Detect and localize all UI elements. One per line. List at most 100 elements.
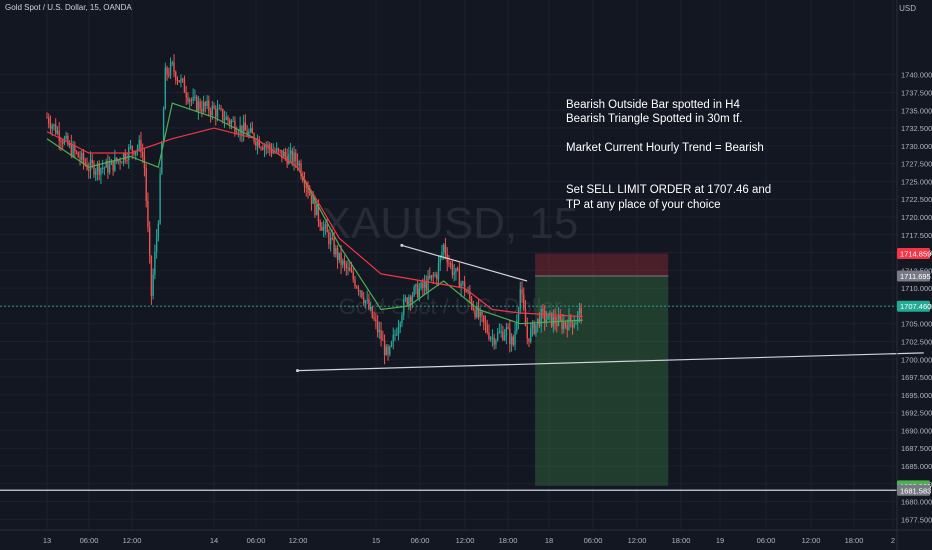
candle-body-149 [305, 186, 307, 188]
candle-body-55 [142, 151, 144, 157]
candle-body-302 [571, 321, 574, 328]
y-tick-label-18: 1722.500 [901, 195, 932, 204]
candle-body-187 [371, 306, 374, 318]
candle-body-188 [373, 317, 375, 320]
candle-body-37 [110, 160, 113, 165]
candle-body-270 [516, 321, 518, 332]
candle-body-278 [530, 328, 532, 342]
candle-body-174 [349, 267, 351, 272]
y-tick-label-24: 1737.500 [901, 88, 932, 97]
candle-body-67 [162, 109, 165, 143]
candle-body-73 [173, 62, 175, 72]
x-tick-label-7: 06:00 [411, 536, 430, 545]
candle-body-117 [249, 128, 252, 132]
candle-body-288 [547, 313, 549, 320]
candle-body-251 [483, 315, 485, 323]
candle-body-210 [411, 295, 414, 303]
candle-body-267 [510, 336, 513, 345]
x-tick-label-6: 15 [372, 536, 380, 545]
candle-body-268 [512, 336, 515, 345]
candle-body-297 [563, 322, 565, 330]
candle-body-255 [490, 337, 492, 339]
candle-body-123 [260, 147, 262, 149]
candle-body-160 [324, 224, 327, 227]
candle-body-237 [458, 270, 461, 288]
candle-body-171 [343, 260, 346, 264]
candle-body-45 [124, 153, 126, 160]
candle-body-124 [262, 147, 264, 150]
take-profit-zone [535, 276, 669, 486]
candle-body-243 [469, 291, 471, 299]
candle-body-106 [230, 121, 233, 124]
candle-body-287 [545, 319, 548, 322]
x-tick-label-0: 13 [43, 536, 51, 545]
candle-body-97 [215, 108, 217, 118]
price-tag-bg-0 [897, 248, 930, 260]
candle-body-177 [354, 279, 356, 287]
candle-body-195 [385, 346, 387, 356]
candle-body-88 [199, 101, 201, 110]
y-tick-label-21: 1730.000 [901, 142, 932, 151]
candle-body-261 [500, 331, 502, 333]
candle-body-146 [300, 163, 302, 177]
candle-body-296 [561, 319, 563, 330]
x-tick-label-12: 12:00 [628, 536, 647, 545]
candle-body-46 [126, 159, 128, 161]
candle-body-71 [169, 62, 172, 76]
candle-body-233 [451, 265, 454, 275]
candle-body-43 [121, 162, 123, 164]
candle-body-72 [171, 62, 173, 64]
candle-body-186 [369, 306, 372, 310]
candle-body-96 [213, 105, 215, 109]
candle-body-301 [570, 315, 572, 322]
candle-body-196 [387, 346, 389, 355]
candle-body-141 [291, 150, 294, 163]
price-tag-label-2: 1707.460 [900, 302, 931, 311]
candle-body-153 [312, 197, 314, 204]
candle-body-158 [321, 226, 323, 231]
candle-body-5 [55, 124, 57, 134]
candle-body-231 [448, 262, 450, 264]
candle-body-26 [91, 159, 93, 164]
candle-body-11 [65, 135, 67, 139]
candle-body-300 [568, 315, 570, 330]
candle-body-29 [96, 163, 99, 172]
candle-body-264 [505, 327, 508, 336]
candle-body-148 [303, 180, 306, 187]
candle-body-198 [390, 341, 393, 347]
candle-body-87 [197, 101, 200, 111]
candle-body-42 [119, 159, 121, 163]
price-tag-label-0: 1714.859 [900, 250, 931, 259]
candle-body-104 [227, 116, 229, 121]
candle-body-40 [115, 157, 118, 162]
candle-body-125 [263, 146, 266, 150]
candle-body-155 [316, 204, 318, 216]
candle-body-8 [60, 141, 62, 143]
candle-body-293 [556, 323, 558, 326]
candle-body-262 [502, 331, 504, 340]
candle-body-78 [182, 78, 184, 80]
candle-body-33 [103, 167, 106, 169]
y-tick-label-19: 1725.000 [901, 177, 932, 186]
y-tick-label-25: 1740.000 [901, 71, 932, 80]
candle-body-175 [350, 271, 353, 273]
candle-body-161 [326, 224, 328, 233]
candle-body-162 [328, 232, 330, 245]
candle-body-1 [48, 117, 50, 124]
x-tick-label-11: 06:00 [584, 536, 603, 545]
x-tick-label-14: 19 [716, 536, 724, 545]
annotation-text[interactable]: Bearish Outside Bar spotted in H4 Bearis… [566, 98, 771, 212]
candle-body-211 [413, 286, 415, 296]
candle-body-176 [352, 271, 354, 280]
candle-body-18 [77, 152, 80, 158]
candle-body-109 [235, 132, 238, 134]
symbol-legend[interactable]: Gold Spot / U.S. Dollar, 15, OANDA [5, 3, 132, 12]
candle-body-172 [345, 263, 347, 269]
price-tag-label-1: 1711.695 [900, 272, 931, 281]
candle-body-63 [155, 237, 158, 252]
candle-body-154 [314, 197, 316, 216]
currency-label[interactable]: USD [899, 4, 916, 13]
candle-body-286 [543, 310, 546, 322]
